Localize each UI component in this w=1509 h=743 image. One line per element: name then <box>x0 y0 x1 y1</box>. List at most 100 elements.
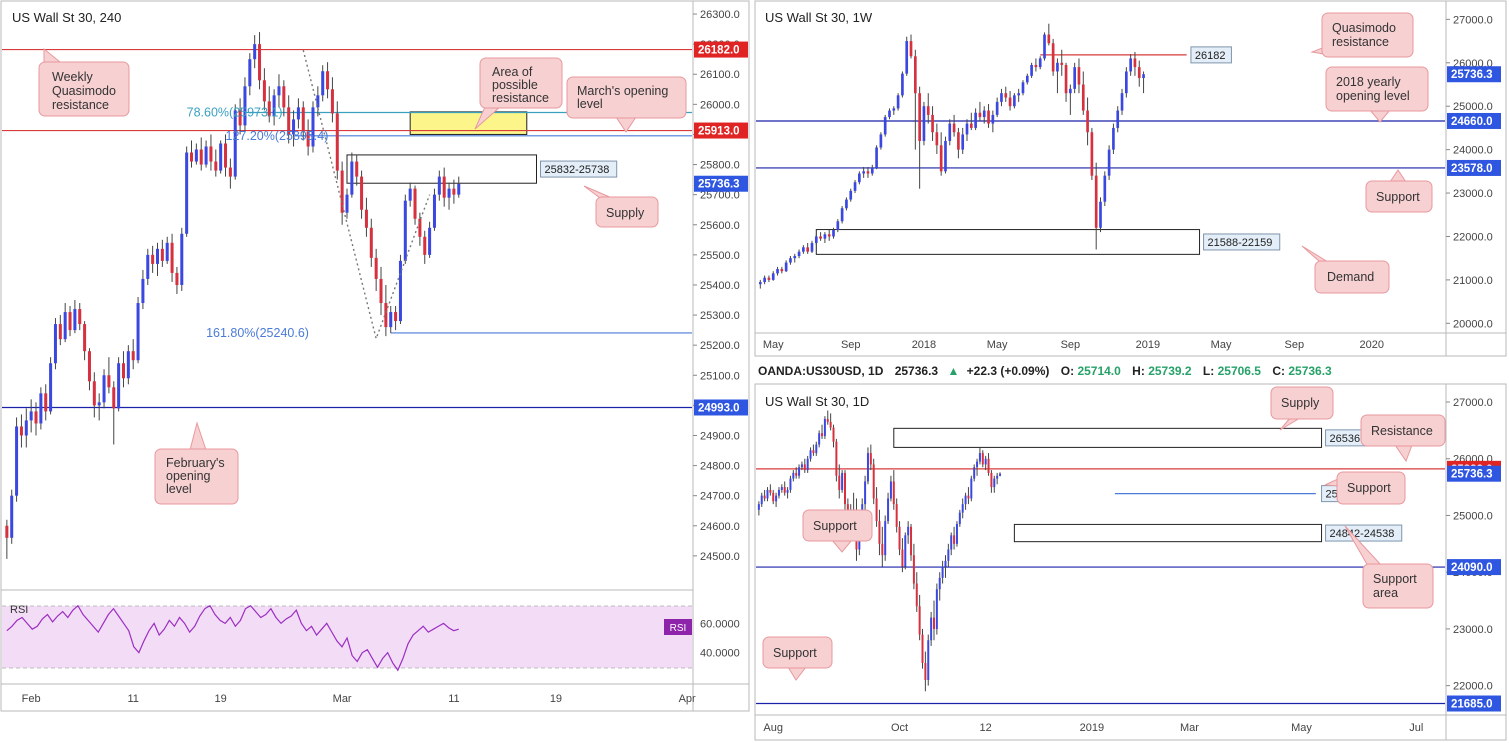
candle-body <box>335 113 339 171</box>
level-tag-label: 26182 <box>1195 50 1226 62</box>
candle-body <box>789 478 792 490</box>
candle-body <box>1047 34 1051 44</box>
candle-body <box>272 95 276 117</box>
daily-title: US Wall St 30, 1D <box>765 394 869 409</box>
rsi-badge <box>664 619 692 635</box>
candle-body <box>993 478 996 488</box>
candle-body <box>1073 67 1076 89</box>
candle-body <box>238 110 242 126</box>
candle-body <box>5 525 9 538</box>
callout-demand: Demand <box>1301 245 1390 294</box>
candle-body <box>793 256 797 259</box>
x-tick-label: May <box>763 339 784 351</box>
candle-body <box>58 324 62 340</box>
level-tag <box>1190 46 1232 64</box>
candle-body <box>948 123 952 141</box>
candle-body <box>780 269 784 272</box>
candle-body <box>1043 34 1046 59</box>
candle-body <box>806 247 810 252</box>
candle-body <box>97 402 101 406</box>
price-badge-text: 21685.0 <box>1451 699 1493 711</box>
svg-text:resistance: resistance <box>1332 35 1389 49</box>
candle-body <box>63 312 67 340</box>
y-tick-label: 20000.0 <box>1453 318 1493 330</box>
x-tick-label: Feb <box>22 693 41 705</box>
candle-body <box>843 472 846 505</box>
candle-body <box>160 248 164 261</box>
candle-body <box>884 521 887 556</box>
candle-body <box>987 110 990 124</box>
y-tick-label: 25700.0 <box>700 190 740 202</box>
candle-body <box>941 566 944 578</box>
price-badge <box>1447 559 1501 576</box>
candle-body <box>944 140 947 172</box>
price-badge-text: 25913.0 <box>698 126 740 138</box>
candle-body <box>767 277 771 280</box>
candle-body <box>219 143 223 171</box>
candle-body <box>452 188 456 195</box>
daily-panel: 26536-2620024842-24538 25385 22000.02300… <box>754 383 1507 741</box>
weekly-panel: 21588-22159 26182 20000.021000.022000.02… <box>754 0 1507 357</box>
candle-body <box>19 426 23 436</box>
rsi-series <box>6 604 459 672</box>
svg-text:Demand: Demand <box>1327 270 1374 284</box>
h4-rsi-area: RSI RSI 40.0000 60.0000 <box>2 604 740 672</box>
candle-body <box>180 233 184 285</box>
ohlc-info-bar: OANDA:US30USD, 1D 25736.3 ▲ +22.3 (+0.09… <box>758 364 1332 378</box>
zone-label: 25832-25738 <box>545 164 610 176</box>
candle-body <box>921 634 924 663</box>
svg-text:Quasimodo: Quasimodo <box>1332 21 1396 35</box>
candle-body <box>117 363 121 409</box>
info-change: +22.3 (+0.09%) <box>967 364 1050 378</box>
candle-body <box>102 375 106 403</box>
candle-body <box>1077 67 1081 85</box>
info-h-label: H: <box>1132 364 1145 378</box>
svg-text:Support: Support <box>813 519 857 533</box>
candle-body <box>1112 127 1115 150</box>
candle-body <box>905 41 909 74</box>
candle-body <box>821 433 824 437</box>
x-tick-label: Aug <box>763 722 783 734</box>
candle-body <box>68 312 72 331</box>
candle-body <box>44 393 48 412</box>
candle-body <box>797 251 801 257</box>
candle-body <box>932 617 935 629</box>
candle-body <box>875 498 878 522</box>
info-o-label: O: <box>1061 364 1074 378</box>
candle-body <box>350 161 354 195</box>
h4-title: US Wall St 30, 240 <box>12 10 121 25</box>
candle-body <box>1116 110 1120 128</box>
candle-body <box>87 351 91 382</box>
y-tick-label: 25500.0 <box>700 250 740 262</box>
candle-body <box>442 176 446 198</box>
x-tick-label: Sep <box>1061 339 1081 351</box>
svg-text:resistance: resistance <box>52 98 109 112</box>
candle-body <box>996 475 999 479</box>
x-tick-label: Sep <box>841 339 861 351</box>
candle-body <box>901 549 904 567</box>
candle-body <box>1099 201 1102 228</box>
candle-body <box>306 131 310 147</box>
y-tick-label: 25800.0 <box>700 160 740 172</box>
candle-body <box>316 95 320 108</box>
candle-body <box>83 324 87 352</box>
candle-body <box>15 426 19 496</box>
candle-body <box>784 262 788 272</box>
x-tick-label: May <box>1291 722 1312 734</box>
candle-body <box>870 167 874 174</box>
price-badge <box>1447 465 1501 482</box>
svg-text:opening: opening <box>166 469 211 483</box>
candle-body <box>1086 110 1089 133</box>
callout-support-area: Support area <box>1344 525 1434 609</box>
zone-box <box>1013 523 1323 543</box>
candle-body <box>892 108 896 111</box>
zone-box <box>893 427 1323 448</box>
candle-body <box>995 101 999 115</box>
weekly-title: US Wall St 30, 1W <box>765 10 873 25</box>
x-tick-label: 19 <box>550 693 562 705</box>
candle-body <box>384 303 388 328</box>
price-badge <box>1447 112 1501 129</box>
candle-body <box>10 495 14 538</box>
y-tick-label: 25100.0 <box>700 370 740 382</box>
rsi-tick-label: 60.0000 <box>700 618 740 630</box>
